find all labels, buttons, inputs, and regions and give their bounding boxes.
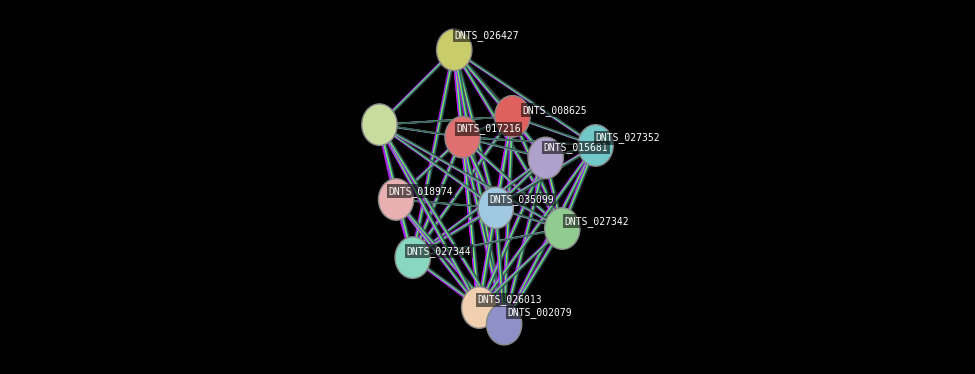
Text: DNTS_035099: DNTS_035099 [489,194,554,205]
Ellipse shape [487,303,522,345]
Ellipse shape [362,104,397,145]
Text: DNTS_027344: DNTS_027344 [407,246,471,257]
Ellipse shape [528,137,564,179]
Text: DNTS_015681: DNTS_015681 [544,142,608,153]
Text: DNTS_018974: DNTS_018974 [389,186,453,197]
Ellipse shape [437,29,472,71]
Ellipse shape [461,287,497,328]
Ellipse shape [545,208,580,249]
Text: DNTS_002079: DNTS_002079 [507,307,572,318]
Text: DNTS_027342: DNTS_027342 [565,216,629,227]
Text: DNTS_026013: DNTS_026013 [477,295,542,306]
Text: DNTS_017216: DNTS_017216 [456,123,521,134]
Ellipse shape [395,237,430,278]
Ellipse shape [445,116,481,158]
Ellipse shape [478,187,514,229]
Text: DNTS_008625: DNTS_008625 [523,105,588,116]
Text: DNTS_026427: DNTS_026427 [454,30,519,41]
Ellipse shape [378,179,413,220]
Ellipse shape [494,96,530,137]
Ellipse shape [578,125,613,166]
Text: DNTS_027352: DNTS_027352 [596,132,660,143]
